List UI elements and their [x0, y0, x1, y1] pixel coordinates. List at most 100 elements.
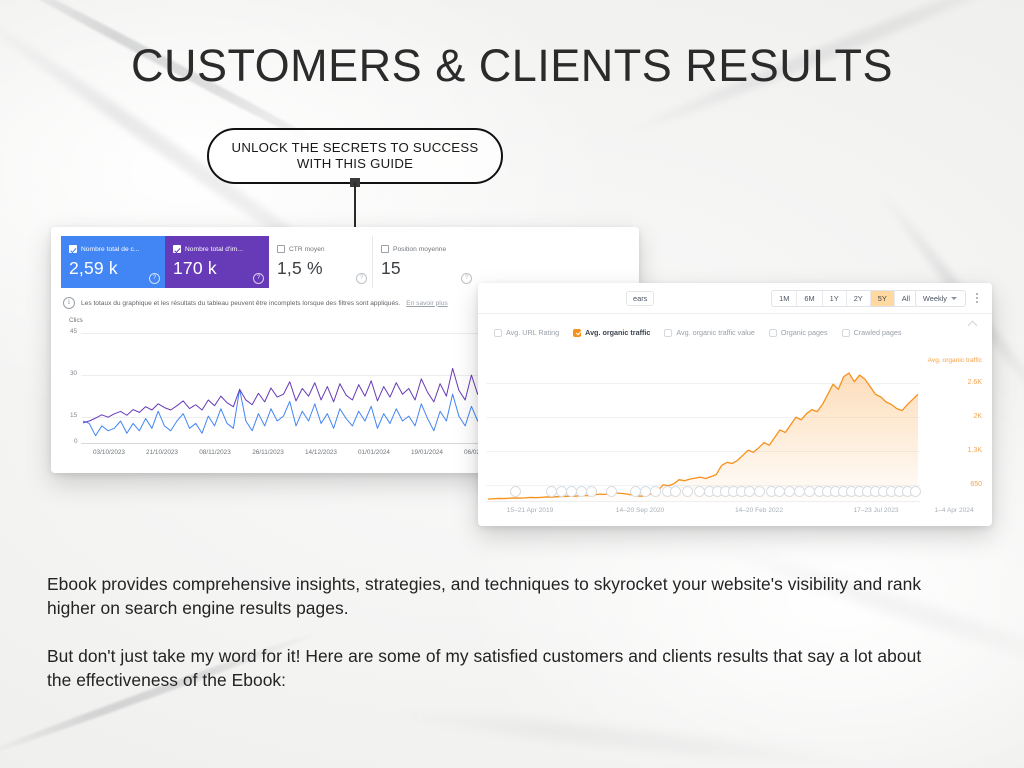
- x-tick: 1–4 Apr 2024: [934, 507, 974, 514]
- ahrefs-traffic-chart: Avg. organic traffic 2.6K 2K 1.3K 650: [478, 355, 992, 526]
- chevron-up-icon[interactable]: [968, 319, 980, 329]
- chevron-down-icon: [951, 297, 957, 300]
- gridline: [81, 417, 605, 418]
- gridline: [81, 375, 605, 376]
- range-1m[interactable]: 1M: [772, 291, 798, 306]
- gsc-info-banner: i Les totaux du graphique et les résulta…: [63, 297, 627, 309]
- checkbox-icon[interactable]: [841, 328, 850, 337]
- gridline: [486, 451, 920, 452]
- range-5y[interactable]: 5Y: [870, 291, 895, 306]
- y-tick: 650: [970, 481, 982, 488]
- legend-avg-url-rating[interactable]: Avg. URL Rating: [494, 328, 559, 337]
- callout: UNLOCK THE SECRETS TO SUCCESS WITH THIS …: [207, 128, 503, 440]
- learn-more-link[interactable]: En savoir plus: [406, 299, 448, 307]
- metric-value: 1,5 %: [277, 258, 323, 278]
- metric-card-total-impressions[interactable]: Nombre total d'im... 170 k ?: [165, 236, 269, 288]
- checkbox-icon[interactable]: [277, 245, 285, 253]
- legend-crawled-pages[interactable]: Crawled pages: [841, 328, 902, 337]
- help-icon[interactable]: ?: [253, 273, 264, 284]
- gridline: [486, 383, 920, 384]
- more-options-icon[interactable]: [972, 291, 982, 305]
- x-tick: 14–20 Feb 2022: [734, 507, 784, 514]
- event-marker[interactable]: [910, 486, 921, 497]
- x-tick: 26/11/2023: [252, 449, 284, 456]
- event-marker[interactable]: [682, 486, 693, 497]
- metric-label: Nombre total d'im...: [185, 245, 243, 253]
- gridline: [81, 333, 605, 334]
- legend-label: Organic pages: [780, 328, 828, 337]
- y-tick: 2K: [973, 413, 982, 420]
- event-marker[interactable]: [650, 486, 661, 497]
- metric-value: 170 k: [173, 258, 217, 278]
- page-title: CUSTOMERS & CLIENTS RESULTS: [131, 40, 893, 91]
- x-tick: 03/10/2023: [93, 449, 125, 456]
- series-label: Avg. organic traffic: [927, 357, 982, 364]
- checkbox-icon[interactable]: [381, 245, 389, 253]
- y-tick: 0: [74, 438, 78, 445]
- x-tick: 17–23 Jul 2023: [853, 507, 899, 514]
- frequency-value: Weekly: [922, 294, 947, 303]
- checkbox-icon[interactable]: [573, 328, 582, 337]
- legend-organic-pages[interactable]: Organic pages: [768, 328, 828, 337]
- gridline: [486, 417, 920, 418]
- metric-card-total-clicks[interactable]: Nombre total de c... 2,59 k ?: [61, 236, 165, 288]
- metric-card-average-ctr[interactable]: CTR moyen 1,5 % ?: [269, 236, 373, 288]
- legend-label: Avg. organic traffic: [585, 328, 651, 337]
- axis-line: [81, 443, 605, 444]
- y-tick: 1.3K: [967, 447, 982, 454]
- ahrefs-screenshot-panel: ears 1M 6M 1Y 2Y 5Y All Weekly Avg.: [478, 283, 992, 526]
- range-all[interactable]: All: [894, 291, 917, 306]
- y-tick: 2.6K: [967, 379, 982, 386]
- y-tick: 30: [70, 370, 78, 377]
- event-marker[interactable]: [586, 486, 597, 497]
- x-tick: 21/10/2023: [146, 449, 178, 456]
- event-marker[interactable]: [606, 486, 617, 497]
- x-tick: 19/01/2024: [411, 449, 443, 456]
- time-range-group[interactable]: 1M 6M 1Y 2Y 5Y All: [771, 290, 918, 307]
- metric-label: CTR moyen: [289, 245, 325, 253]
- left-axis-title: Clics: [69, 317, 83, 324]
- metric-value: 2,59 k: [69, 258, 118, 278]
- x-tick: 01/01/2024: [358, 449, 390, 456]
- x-tick: 08/11/2023: [199, 449, 231, 456]
- frequency-select[interactable]: Weekly: [914, 290, 966, 307]
- legend-avg-organic-traffic-value[interactable]: Avg. organic traffic value: [664, 328, 755, 337]
- x-tick: 15–21 Apr 2019: [506, 507, 554, 514]
- range-6m[interactable]: 6M: [797, 291, 823, 306]
- paragraph-2: But don't just take my word for it! Here…: [47, 646, 922, 691]
- ahrefs-chart-area: [487, 372, 919, 501]
- event-marker[interactable]: [670, 486, 681, 497]
- metric-value: 15: [381, 258, 401, 278]
- event-marker[interactable]: [510, 486, 521, 497]
- checkbox-icon[interactable]: [664, 328, 673, 337]
- metric-card-average-position[interactable]: Position moyenne 15 ?: [373, 236, 477, 288]
- checkbox-icon[interactable]: [494, 328, 502, 337]
- legend-label: Crawled pages: [853, 328, 902, 337]
- range-1y[interactable]: 1Y: [822, 291, 847, 306]
- event-marker[interactable]: [754, 486, 765, 497]
- ahrefs-title-chip[interactable]: ears: [626, 291, 655, 306]
- gsc-metric-cards: Nombre total de c... 2,59 k ? Nombre tot…: [61, 236, 477, 288]
- ahrefs-legend: Avg. URL Rating Avg. organic traffic Avg…: [494, 328, 962, 337]
- checkbox-icon[interactable]: [69, 245, 77, 253]
- help-icon[interactable]: ?: [149, 273, 160, 284]
- info-icon: i: [63, 297, 75, 309]
- metric-label: Nombre total de c...: [81, 245, 140, 253]
- gsc-info-text: Les totaux du graphique et les résultats…: [81, 299, 401, 307]
- range-2y[interactable]: 2Y: [846, 291, 871, 306]
- y-tick: 45: [70, 328, 78, 335]
- paragraph-1: Ebook provides comprehensive insights, s…: [47, 574, 922, 619]
- y-tick: 15: [70, 412, 78, 419]
- x-tick: 14/12/2023: [305, 449, 337, 456]
- legend-label: Avg. URL Rating: [506, 328, 560, 337]
- legend-avg-organic-traffic[interactable]: Avg. organic traffic: [573, 328, 650, 337]
- checkbox-icon[interactable]: [173, 245, 181, 253]
- callout-text: UNLOCK THE SECRETS TO SUCCESS WITH THIS …: [207, 128, 503, 184]
- body-copy: Ebook provides comprehensive insights, s…: [47, 572, 947, 692]
- x-tick: 14–20 Sep 2020: [615, 507, 665, 514]
- help-icon[interactable]: ?: [356, 273, 367, 284]
- checkbox-icon[interactable]: [768, 328, 777, 337]
- metric-label: Position moyenne: [393, 245, 447, 253]
- help-icon[interactable]: ?: [461, 273, 472, 284]
